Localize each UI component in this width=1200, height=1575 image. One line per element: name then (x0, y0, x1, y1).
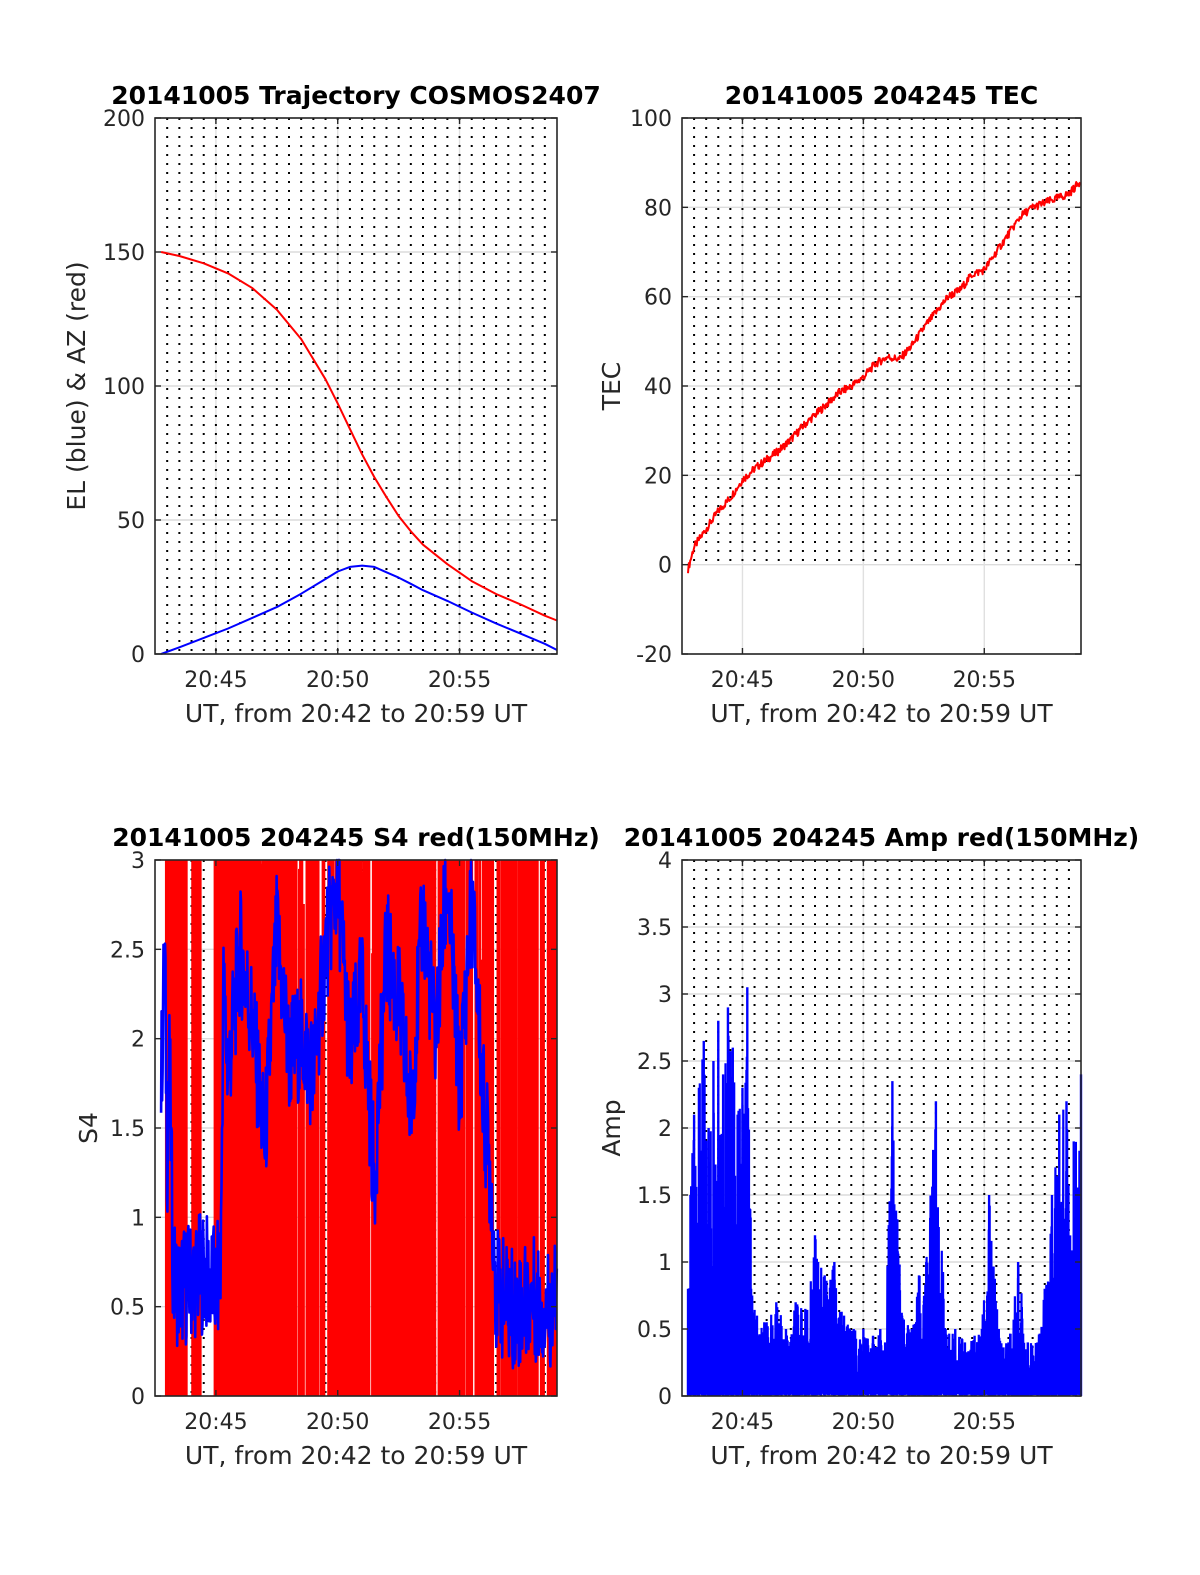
trajectory-ytick-label: 0 (131, 643, 145, 668)
amp-ytick-label: 4 (658, 849, 672, 874)
amp-xlabel: UT, from 20:42 to 20:59 UT (710, 1441, 1053, 1470)
trajectory-ylabel: EL (blue) & AZ (red) (62, 261, 91, 510)
trajectory-series-1-line (160, 564, 558, 655)
tec-xlabel: UT, from 20:42 to 20:59 UT (710, 699, 1053, 728)
tec-ylabel: TEC (597, 362, 626, 412)
amp-ytick-label: 0.5 (637, 1318, 672, 1343)
s4-series-0-bar (509, 860, 518, 1396)
trajectory-xtick-label: 20:50 (306, 668, 369, 693)
s4-ytick-label: 1 (131, 1206, 145, 1231)
tec-xtick-label: 20:55 (953, 668, 1016, 693)
trajectory-ytick-label: 100 (103, 375, 145, 400)
trajectory-ytick-label: 50 (117, 509, 145, 534)
s4-xlabel: UT, from 20:42 to 20:59 UT (185, 1441, 528, 1470)
tec-chart: -20 0 20 40 60 80 100 20:45 20:50 20:55 20141005 2… (597, 81, 1082, 728)
amp-chart: 0 0.5 1 1.5 2 2.5 3 3.5 4 20:45 20:50 20:55 20141005… (597, 823, 1139, 1470)
amp-ytick-label: 3.5 (637, 916, 672, 941)
amp-xtick-label: 20:50 (832, 1410, 895, 1435)
s4-ytick-label: 2.5 (110, 938, 145, 963)
trajectory-xtick-label: 20:55 (428, 668, 491, 693)
tec-ytick-label: 20 (644, 464, 672, 489)
s4-series-0-bar (522, 860, 534, 1396)
s4-ytick-label: 1.5 (110, 1117, 145, 1142)
amp-xtick-label: 20:45 (711, 1410, 774, 1435)
tec-ytick-label: 80 (644, 196, 672, 221)
tec-ytick-label: 100 (630, 107, 672, 132)
amp-xtick-label: 20:55 (953, 1410, 1016, 1435)
s4-series-0-bar (191, 860, 202, 1396)
trajectory-ytick-label: 150 (103, 241, 145, 266)
s4-xtick-label: 20:50 (306, 1410, 369, 1435)
s4-series-0-bar (539, 860, 545, 1396)
s4-xtick-label: 20:45 (184, 1410, 247, 1435)
s4-series-0-bar (175, 860, 188, 1396)
s4-series-0-bar (299, 860, 304, 1396)
amp-ytick-label: 3 (658, 983, 672, 1008)
trajectory-xtick-label: 20:45 (184, 668, 247, 693)
trajectory-ytick-label: 200 (103, 107, 145, 132)
s4-series-0-bar (531, 860, 539, 1396)
s4-ytick-label: 0.5 (110, 1296, 145, 1321)
tec-series-0-line (687, 181, 1082, 574)
s4-series-1-line (159, 858, 559, 1370)
tec-ytick-label: -20 (636, 643, 672, 668)
amp-ytick-label: 2.5 (637, 1050, 672, 1075)
s4-series-0-bar (305, 860, 312, 1396)
tec-ytick-label: 40 (644, 375, 672, 400)
tec-ytick-label: 0 (658, 554, 672, 579)
trajectory-xlabel: UT, from 20:42 to 20:59 UT (185, 699, 528, 728)
s4-series-0-bar (496, 860, 501, 1396)
amp-ytick-label: 2 (658, 1117, 672, 1142)
s4-series-0-bar (225, 860, 236, 1396)
s4-ylabel: S4 (74, 1112, 103, 1144)
amp-ytick-label: 1 (658, 1251, 672, 1276)
amp-ytick-label: 0 (658, 1385, 672, 1410)
s4-series-0-bar (488, 860, 495, 1396)
trajectory-title: 20141005 Trajectory COSMOS2407 (111, 81, 601, 110)
s4-series-0-bar (382, 860, 395, 1396)
s4-series-0-bar (290, 860, 298, 1396)
tec-xtick-label: 20:50 (832, 668, 895, 693)
s4-ytick-label: 2 (131, 1028, 145, 1053)
tec-xtick-label: 20:45 (711, 668, 774, 693)
s4-series-0-bar (517, 860, 524, 1396)
tec-title: 20141005 204245 TEC (725, 81, 1038, 110)
amp-ytick-label: 1.5 (637, 1184, 672, 1209)
trajectory-chart: 0 50 100 150 200 20:45 20:50 20:55 20141005 Traj… (62, 81, 601, 728)
s4-title: 20141005 204245 S4 red(150MHz) (112, 823, 600, 852)
s4-xtick-label: 20:55 (428, 1410, 491, 1435)
s4-ytick-label: 3 (131, 849, 145, 874)
s4-series-0-bar (282, 860, 292, 1396)
s4-series-0-bar (546, 860, 553, 1396)
s4-series-0-bar (377, 860, 386, 1396)
s4-ytick-label: 0 (131, 1385, 145, 1410)
amp-ylabel: Amp (597, 1099, 626, 1156)
tec-ytick-label: 60 (644, 286, 672, 311)
s4-series-0-bar (275, 860, 284, 1396)
trajectory-series-0-line (160, 251, 558, 622)
s4-chart: 0 0.5 1 1.5 2 2.5 3 20:45 20:50 20:55 20141005 204… (74, 823, 600, 1470)
amp-title: 20141005 204245 Amp red(150MHz) (624, 823, 1140, 852)
s4-series-0-bar (213, 860, 219, 1396)
